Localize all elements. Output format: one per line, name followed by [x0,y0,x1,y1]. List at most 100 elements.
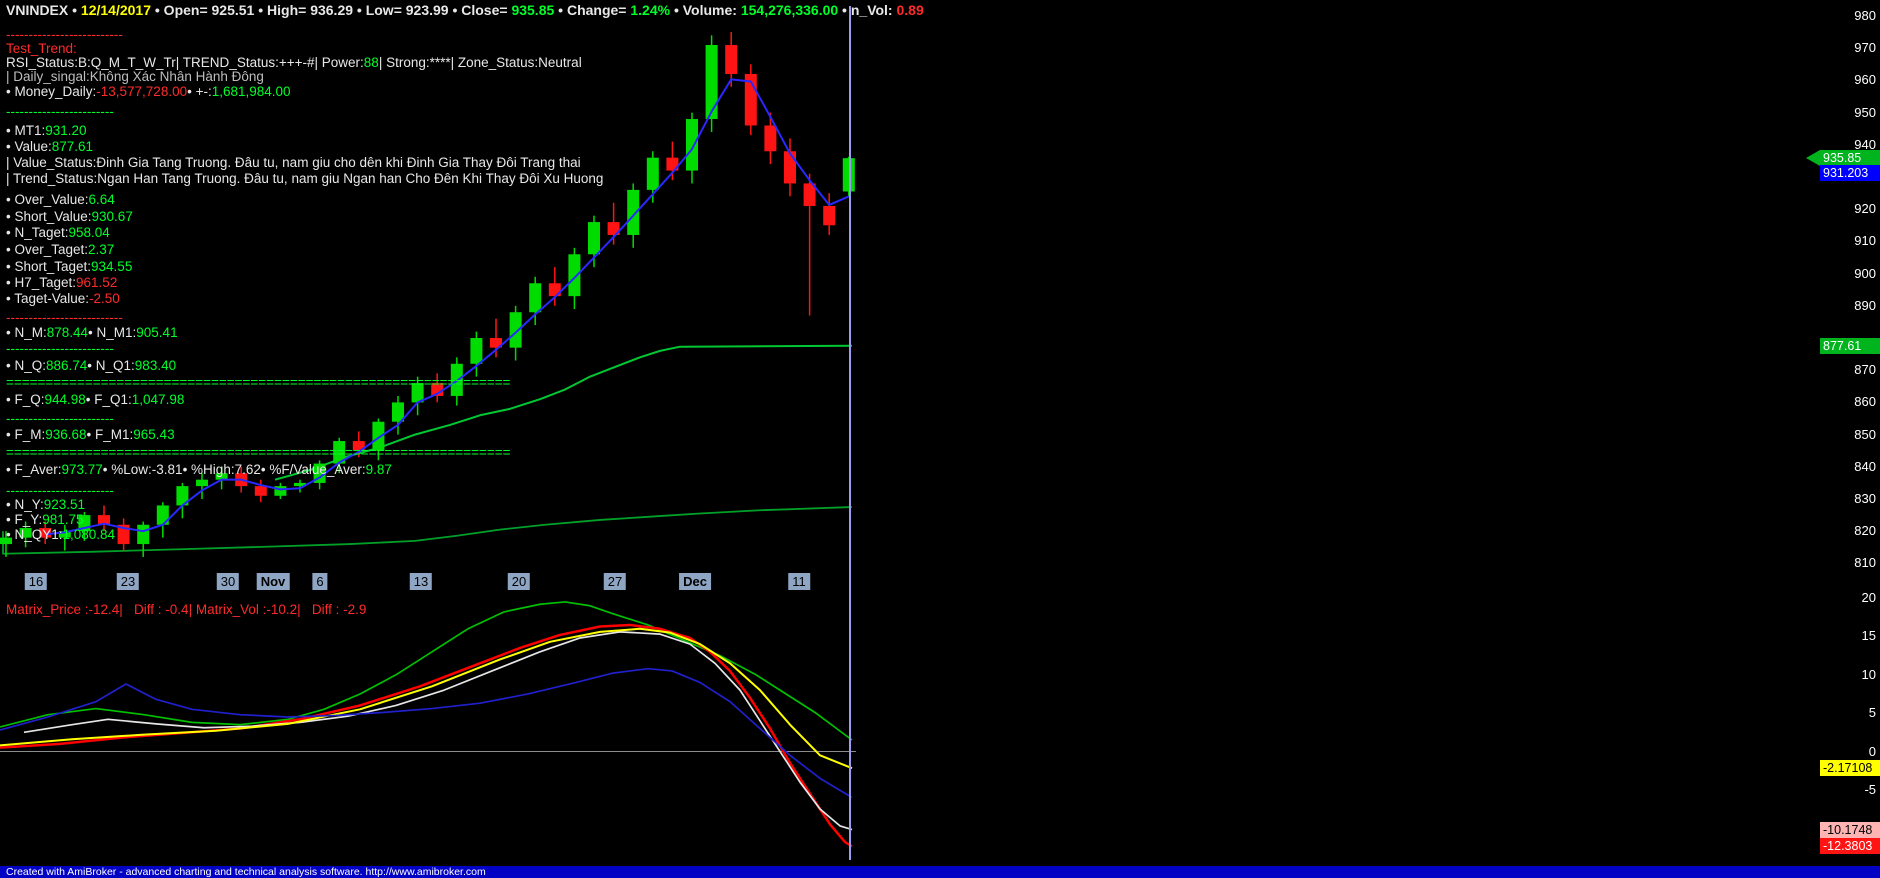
indicator-segment: • MT1: [6,123,46,138]
indicator-segment: -13,577,728.00 [96,84,188,99]
price-axis-chip-arrow-icon [1806,150,1820,167]
price-axis-label: 860 [1854,394,1876,410]
indicator-segment: • N_Y: [6,497,44,512]
indicator-line: • F_Aver:973.77• %Low:-3.81• %High:7.62•… [6,463,392,477]
date-axis-label: 30 [216,573,240,590]
matrix-axis-label: -5 [1864,781,1876,797]
indicator-segment: • Short_Taget: [6,259,92,274]
indicator-segment: -3.81 [151,462,183,477]
price-axis-chip: 877.61 [1820,337,1880,354]
title-segment: • Change= [554,2,631,18]
indicator-line: | Daily_singal:Không Xác Nhân Hành Đông [6,70,264,84]
candle-body [372,421,385,451]
date-axis-label: 16 [24,573,48,590]
price-axis-chip: 931.203 [1820,165,1880,182]
indicator-segment: 923.51 [43,497,86,512]
indicator-segment: ------------------------ [6,104,114,119]
indicator-line: ========================================… [6,446,511,460]
price-axis-label: 960 [1854,72,1876,88]
matrix-indicator-label: Matrix_Price :-12.4| Diff : -0.4| Matrix… [6,602,367,617]
candle-body [196,479,208,487]
indicator-segment: 965.43 [133,427,175,442]
candle-body [529,283,542,313]
indicator-line: • F_Y:981.75 [6,513,84,527]
indicator-line: ------------------------ [6,342,114,356]
title-segment: • Open= 925.51 • High= 936.29 • Low= 923… [151,2,512,18]
indicator-segment: 6.64 [88,192,115,207]
indicator-segment: • +-: [187,84,212,99]
indicator-segment: ========================================… [6,375,511,390]
indicator-line: RSI_Status:B:Q_M_T_W_Tr| TREND_Status:++… [6,56,582,70]
title-segment: 154,276,336.00 [740,2,839,18]
candle-body [705,44,718,120]
indicator-segment: RSI_Status:B:Q_M_T_W_Tr| TREND_Status:++… [6,55,364,70]
candle-body [784,151,796,184]
indicator-segment: 1,047.98 [131,392,185,407]
indicator-segment: • Money_Daily: [6,84,97,99]
indicator-segment: • Over_Taget: [6,242,89,257]
indicator-segment: • Over_Value: [6,192,89,207]
price-axis-label: 850 [1854,426,1876,442]
date-axis-label: 20 [507,573,531,590]
indicator-segment: • %High: [182,462,235,477]
indicator-segment: • Short_Value: [6,209,92,224]
indicator-segment: 936.68 [45,427,87,442]
value-line-slow [2,506,853,555]
price-axis-chip: 935.85 [1820,150,1880,167]
candle-body [274,486,287,496]
indicator-segment: -------------------------- [6,27,123,42]
indicator-segment: | Daily_singal:Không Xác Nhân Hành Đông [6,69,264,84]
candle-body [392,402,404,422]
candle-body [842,158,855,192]
price-axis-label: 890 [1854,297,1876,313]
indicator-line: • H7_Taget:961.52 [6,276,117,290]
indicator-segment: 877.61 [51,139,94,154]
price-axis-label: 950 [1854,104,1876,120]
indicator-line: • Over_Taget:2.37 [6,243,114,257]
indicator-segment: 88 [363,55,379,70]
candle-body [666,157,679,171]
indicator-line: • N_Taget:958.04 [6,226,110,240]
matrix-axis-label: 0 [1868,743,1876,759]
title-segment: 12/14/2017 [80,2,151,18]
indicator-segment: 930.67 [91,209,133,224]
matrix-white-line [23,630,853,831]
matrix-green-line [0,601,853,741]
candle-body [294,482,306,487]
date-axis-label: Nov [256,573,290,590]
matrix-axis-chip: -10.1748 [1820,821,1880,838]
indicator-segment: 981.75 [42,512,84,527]
price-axis-label: 810 [1854,555,1876,571]
indicator-segment: 7.62 [234,462,261,477]
indicator-segment: ------------------------ [6,341,114,356]
date-axis-label: 6 [312,573,328,590]
candle-body [215,473,228,480]
indicator-segment: 1,681,984.00 [211,84,291,99]
indicator-segment: • F_Aver: [6,462,62,477]
candle-body [352,441,365,451]
indicator-line: | Value_Status:Đinh Gia Tang Truong. Đâu… [6,156,581,170]
title-segment: • Volume: [670,2,741,18]
candle-body [19,527,32,538]
indicator-segment: • %Low: [102,462,152,477]
indicator-segment: • N_QY1: [6,527,63,542]
price-axis-label: 920 [1854,201,1876,217]
matrix-axis-label: 20 [1861,590,1876,606]
indicator-segment: 983.40 [134,358,177,373]
indicator-line: | Trend_Status:Ngan Han Tang Truong. Đâu… [6,172,603,186]
price-axis-label: 840 [1854,458,1876,474]
date-axis-label: 27 [603,573,627,590]
chart-title-bar: VNINDEX • 12/14/2017 • Open= 925.51 • Hi… [0,0,1880,22]
matrix-axis-chip: -2.17108 [1820,760,1880,777]
moving-average-line [45,78,850,536]
candle-body [58,531,71,538]
price-axis-label: 940 [1854,136,1876,152]
price-axis-label: 980 [1854,8,1876,23]
candle-body [725,44,738,74]
indicator-line: • Money_Daily:-13,577,728.00• +-:1,681,9… [6,85,291,99]
indicator-segment: ------------------------ [6,483,114,498]
candle-body [98,515,110,525]
indicator-line: • F_Q:944.98• F_Q1:1,047.98 [6,393,184,407]
